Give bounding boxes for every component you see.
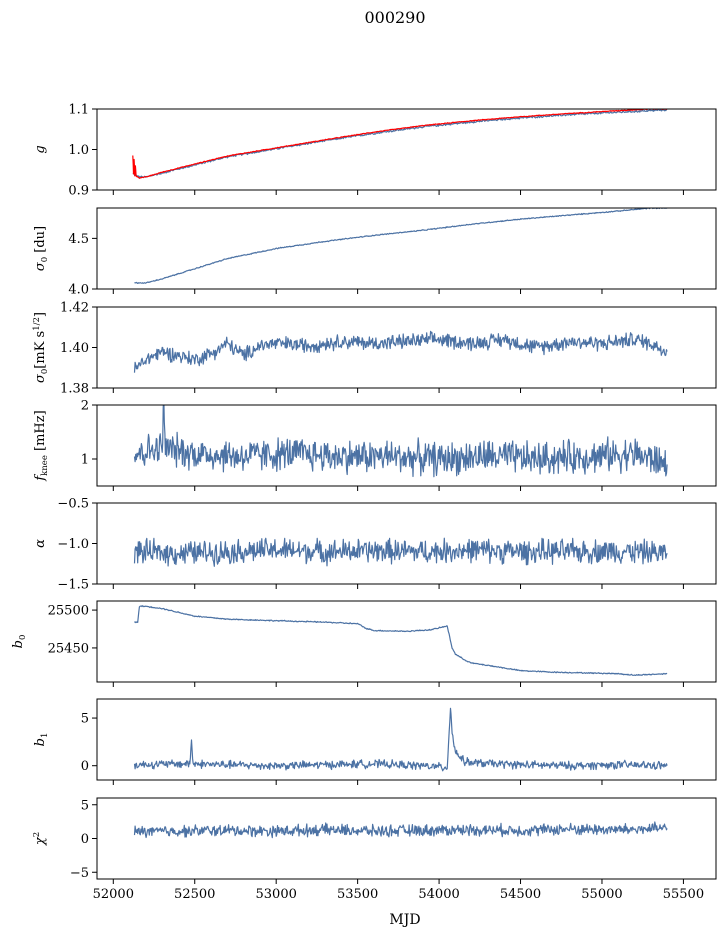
series-line-1 — [134, 208, 668, 284]
series-line-2 — [132, 109, 668, 179]
x-tick-label: 54500 — [500, 887, 541, 902]
y-tick-label: 1.38 — [60, 382, 89, 397]
y-tick-label: 5 — [81, 712, 89, 727]
figure-title: 000290 — [364, 8, 425, 27]
y-tick-label: 1.1 — [68, 103, 89, 118]
axes-frame — [96, 108, 717, 191]
y-tick-label: −0.5 — [57, 497, 89, 512]
x-tick-label: 55000 — [581, 887, 622, 902]
y-tick-label: −1.0 — [57, 537, 89, 552]
y-axis-label: χ2 — [32, 832, 48, 846]
y-axis-label: fknee [mHz] — [33, 410, 50, 481]
panel-7: 0 5 b1 — [33, 698, 717, 785]
y-tick-label: −5 — [70, 866, 89, 881]
y-tick-label: 1.42 — [60, 301, 89, 316]
x-tick-label: 55500 — [663, 887, 704, 902]
panel-2: 4.0 4.5 σ0 [du] — [33, 207, 717, 298]
series-line-1 — [134, 605, 668, 677]
axes-frame — [96, 404, 717, 487]
y-tick-label: 4.0 — [68, 283, 89, 298]
series-line-1 — [133, 405, 668, 478]
series-line-1 — [132, 109, 668, 179]
axes-frame — [96, 797, 717, 880]
y-axis-label: b1 — [33, 733, 50, 747]
panel-6: 25450 25500 b0 — [11, 600, 717, 687]
y-axis-label: σ0[mK s1/2] — [32, 312, 50, 383]
x-tick-label: 52500 — [174, 887, 215, 902]
series-line-1 — [133, 537, 668, 567]
x-tick-label: 53000 — [256, 887, 297, 902]
x-tick-label: 52000 — [93, 887, 134, 902]
x-axis-label: MJD — [389, 912, 420, 928]
panel-8: −5 0 5 52000 52500 53000 53500 54000 54500 55000 5… — [32, 797, 717, 902]
axes-frame — [96, 698, 717, 781]
panel-5: −1.5 −1.0 −0.5 α — [33, 497, 717, 593]
y-axis-label: b0 — [11, 635, 28, 649]
panels-group: 0.9 1.0 1.1 g 4.0 4.5 σ0 [du] 1.38 1.40 1.42 σ0[mK… — [11, 103, 717, 902]
y-axis-label: g — [33, 145, 48, 153]
x-tick-label: 54000 — [418, 887, 459, 902]
y-tick-label: 1.0 — [68, 143, 89, 158]
y-tick-label: 25500 — [48, 604, 89, 619]
panel-3: 1.38 1.40 1.42 σ0[mK s1/2] — [32, 301, 717, 397]
y-tick-label: 4.5 — [68, 232, 89, 247]
y-tick-label: 5 — [81, 798, 89, 813]
y-tick-label: 25450 — [48, 641, 89, 656]
y-tick-label: 1.40 — [60, 341, 89, 356]
y-tick-label: 0 — [81, 759, 89, 774]
y-tick-label: 2 — [81, 399, 89, 414]
series-line-1 — [133, 707, 668, 772]
y-axis-label: α — [33, 539, 48, 548]
y-tick-label: −1.5 — [57, 578, 89, 593]
series-line-1 — [133, 330, 668, 373]
y-tick-label: 1 — [81, 453, 89, 468]
axes-frame — [96, 600, 717, 683]
y-axis-label: σ0 [du] — [33, 226, 50, 271]
y-tick-label: 0 — [81, 832, 89, 847]
panel-4: 1 2 fknee [mHz] — [33, 399, 717, 491]
axes-frame — [96, 502, 717, 585]
x-tick-label: 53500 — [337, 887, 378, 902]
series-line-1 — [133, 821, 668, 839]
y-tick-label: 0.9 — [68, 184, 89, 199]
panel-1: 0.9 1.0 1.1 g — [33, 103, 717, 199]
axes-frame — [96, 207, 717, 290]
